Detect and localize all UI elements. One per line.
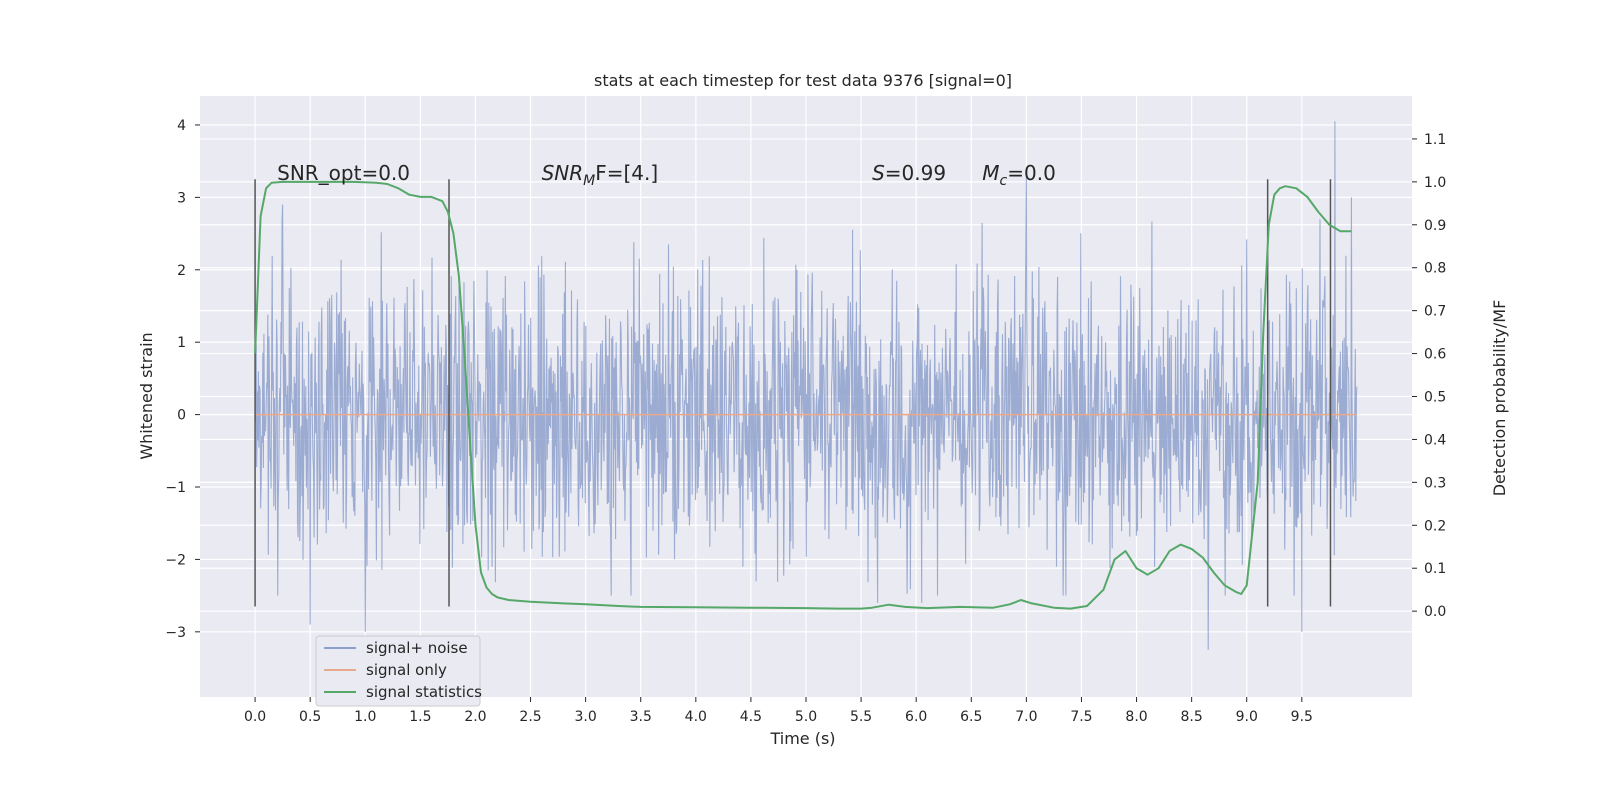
y2-tick-label: 0.0 xyxy=(1424,604,1446,620)
legend-label-signal-only: signal only xyxy=(366,661,447,679)
x-tick-label: 2.0 xyxy=(464,709,486,725)
x-tick-label: 9.5 xyxy=(1291,709,1313,725)
y-tick-label: 2 xyxy=(177,263,186,279)
y2-tick-label: 0.9 xyxy=(1424,218,1446,234)
x-tick-label: 3.5 xyxy=(630,709,652,725)
x-tick-label: 7.5 xyxy=(1070,709,1092,725)
annotation-text: S=0.99 xyxy=(872,161,946,185)
y2-tick-label: 0.5 xyxy=(1424,390,1446,406)
y2-axis-label: Detection probability/MF xyxy=(1490,300,1509,497)
y2-tick-label: 0.4 xyxy=(1424,432,1446,448)
legend-label-signal-statistics: signal statistics xyxy=(366,683,482,701)
signal-noise-series xyxy=(254,121,1358,650)
x-tick-label: 8.5 xyxy=(1181,709,1203,725)
x-tick-label: 9.0 xyxy=(1236,709,1258,725)
legend: signal+ noise signal only signal statist… xyxy=(315,635,482,707)
y-tick-label: 0 xyxy=(177,408,186,424)
x-tick-label: 4.0 xyxy=(685,709,707,725)
y2-tick-label: 0.2 xyxy=(1424,518,1446,534)
annotations: SNR_opt=0.0 SNRMF=[4.] S=0.99 Mc=0.0 xyxy=(277,161,1056,189)
chart-title: stats at each timestep for test data 937… xyxy=(594,71,1012,90)
annotation-text: SNR_opt=0.0 xyxy=(277,161,410,185)
y-axis-label: Whitened strain xyxy=(137,332,156,459)
x-tick-label: 7.0 xyxy=(1015,709,1037,725)
x-tick-label: 0.5 xyxy=(299,709,321,725)
y2-tick-label: 0.7 xyxy=(1424,304,1446,320)
signal-statistics-series xyxy=(254,180,1352,610)
y2-tick-label: 0.8 xyxy=(1424,261,1446,277)
y-tick-label: 3 xyxy=(177,190,186,206)
signal-noise-line xyxy=(254,121,1358,650)
y-tick-label: 4 xyxy=(177,118,186,134)
vertical-markers xyxy=(254,179,1332,607)
x-tick-label: 0.0 xyxy=(244,709,266,725)
x-tick-label: 1.0 xyxy=(354,709,376,725)
y-tick-label: −3 xyxy=(165,625,186,641)
x-tick-label: 2.5 xyxy=(519,709,541,725)
x-tick-label: 6.0 xyxy=(905,709,927,725)
y-tick-label: −1 xyxy=(165,480,186,496)
x-tick-label: 1.5 xyxy=(409,709,431,725)
signal-statistics-line xyxy=(254,180,1352,610)
x-tick-label: 8.0 xyxy=(1125,709,1147,725)
legend-label-signal-noise: signal+ noise xyxy=(366,639,468,657)
x-tick-label: 6.5 xyxy=(960,709,982,725)
y2-tick-label: 0.3 xyxy=(1424,475,1446,491)
annotation-text: SNRMF=[4.] xyxy=(542,161,659,189)
y2-tick-label: 0.1 xyxy=(1424,561,1446,577)
y2-tick-label: 1.0 xyxy=(1424,175,1446,191)
x-tick-label: 3.0 xyxy=(575,709,597,725)
y2-tick-label: 1.1 xyxy=(1424,132,1446,148)
legend-box xyxy=(315,635,481,707)
annotation-text: Mc=0.0 xyxy=(982,161,1056,189)
y-tick-label: −2 xyxy=(165,552,186,568)
x-tick-label: 5.5 xyxy=(850,709,872,725)
x-tick-label: 5.0 xyxy=(795,709,817,725)
x-tick-label: 4.5 xyxy=(740,709,762,725)
x-axis-label: Time (s) xyxy=(769,729,835,748)
y-tick-label: 1 xyxy=(177,335,186,351)
axis-ticks: 0.0 0.5 1.0 1.5 2.0 2.5 3.0 3.5 4.0 4.5 5.0 5.5 6.0 6… xyxy=(165,118,1446,725)
y2-tick-label: 0.6 xyxy=(1424,347,1446,363)
